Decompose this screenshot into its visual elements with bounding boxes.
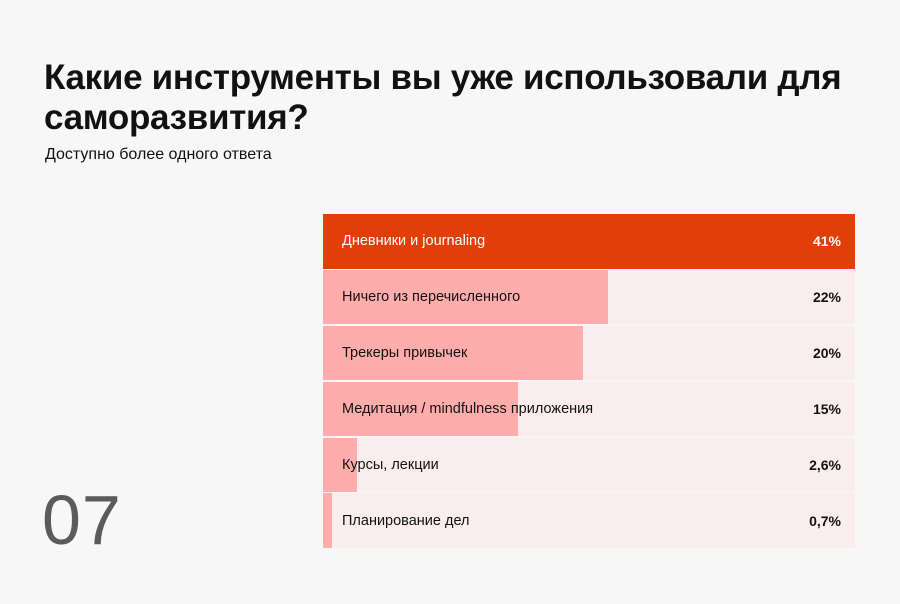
bar-row: Медитация / mindfulness приложения 15% [323,381,855,437]
bar-value-label: 2,6% [809,456,841,473]
chart-title: Какие инструменты вы уже использовали дл… [44,58,842,137]
bar-value-label: 22% [812,289,841,306]
bar-row: Ничего из перечисленного 22% [323,269,855,325]
bar-label: Дневники и journaling [342,233,486,250]
bar-value-label: 15% [812,400,841,417]
chart-subtitle: Доступно более одного ответа [45,146,272,163]
bar-label: Курсы, лекции [342,456,439,473]
bar-chart: Дневники и journaling 41% Ничего из перечи… [323,214,855,548]
bar-value-label: 41% [812,233,841,250]
slide-number: 07 [42,481,122,559]
bar [323,325,583,381]
bar-label: Медитация / mindfulness приложения [342,400,594,417]
bar-row: Трекеры привычек 20% [323,325,855,381]
bar-label: Ничего из перечисленного [342,289,521,306]
bar [323,269,609,325]
bar-label: Планирование дел [342,512,470,529]
bar-row: Планирование дел 0,7% [323,493,855,548]
bar-row: Дневники и journaling 41% [323,214,855,269]
bar [323,214,855,269]
bar-value-label: 0,7% [809,512,841,529]
bar [323,381,518,437]
bar-value-label: 20% [812,345,841,362]
bar-row: Курсы, лекции 2,6% [323,437,855,493]
bar-label: Трекеры привычек [342,345,468,362]
bar [323,493,333,548]
bar [323,437,357,493]
